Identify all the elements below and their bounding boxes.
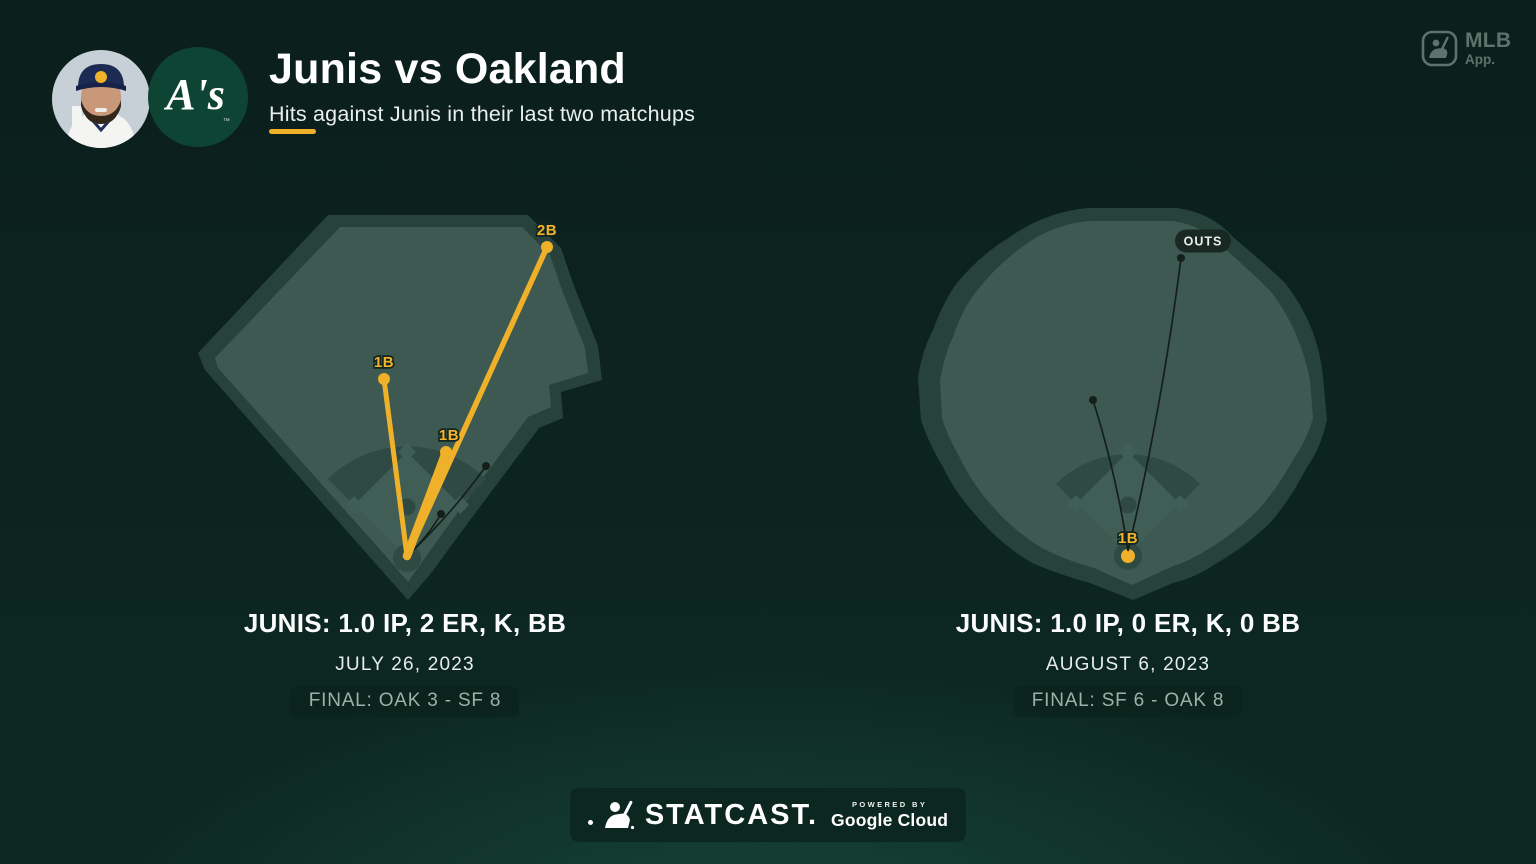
stadium-outline <box>918 208 1327 600</box>
google-cloud-label: Google Cloud <box>831 809 949 830</box>
pitcher-stat-line: JUNIS: 1.0 IP, 0 ER, K, 0 BB <box>955 608 1301 638</box>
powered-by-label: POWERED BY <box>851 799 928 809</box>
spray-chart-right: 1B OUTS <box>918 208 1327 600</box>
pitcher-headshot <box>52 50 150 148</box>
page-subtitle: Hits against Junis in their last two mat… <box>269 102 696 126</box>
out-marker <box>437 510 445 518</box>
outs-pill-label: OUTS <box>1184 235 1223 249</box>
cap-logo <box>95 71 107 83</box>
hit-line <box>402 447 451 561</box>
trademark-symbol: ™ <box>222 118 230 125</box>
hit-marker <box>541 241 553 253</box>
spray-chart-left: 2B 1B 1B <box>198 215 602 600</box>
page-title: Junis vs Oakland <box>269 45 626 93</box>
out-line <box>1127 257 1182 552</box>
mlb-app-label-mlb: MLB <box>1465 29 1512 53</box>
hit-marker <box>378 373 390 385</box>
statcast-batter-icon <box>604 800 634 830</box>
caption-right: JUNIS: 1.0 IP, 0 ER, K, 0 BB AUGUST 6, 2… <box>893 608 1363 717</box>
statcast-bar: STATCAST. POWERED BY Google Cloud <box>570 788 966 842</box>
mlb-app-badge: MLB App. <box>1421 30 1511 67</box>
hit-label: 1B <box>374 354 394 371</box>
out-marker <box>1089 396 1097 404</box>
infield <box>1056 443 1200 570</box>
caption-left: JUNIS: 1.0 IP, 2 ER, K, BB JULY 26, 2023… <box>170 608 640 717</box>
final-score-pill: FINAL: SF 6 - OAK 8 <box>1013 686 1243 717</box>
out-marker <box>1177 254 1185 262</box>
hit-label: 1B <box>1118 530 1138 547</box>
final-score-pill: FINAL: OAK 3 - SF 8 <box>290 686 520 717</box>
out-marker <box>482 462 490 470</box>
out-line <box>1092 399 1129 552</box>
game-date: AUGUST 6, 2023 <box>1045 654 1211 675</box>
athletics-logo-text: A's <box>166 70 225 119</box>
mlb-logo-icon <box>1421 30 1458 67</box>
statcast-wordmark: STATCAST. <box>644 798 819 831</box>
mlb-app-label-app: App. <box>1465 52 1495 68</box>
hit-marker <box>1121 549 1135 563</box>
hit-marker <box>440 446 452 458</box>
subtitle-underline <box>269 129 316 134</box>
stadium-outline <box>198 215 602 600</box>
statcast-dot-icon <box>587 819 593 825</box>
hit-line <box>381 376 410 559</box>
hit-label: 1B <box>439 427 459 444</box>
game-date: JULY 26, 2023 <box>335 654 475 675</box>
hit-label: 2B <box>537 222 557 239</box>
plot-layer: 1B OUTS <box>1089 229 1231 563</box>
athletics-logo: A's ™ <box>148 47 248 147</box>
outs-pill <box>1175 229 1231 253</box>
pitcher-stat-line: JUNIS: 1.0 IP, 2 ER, K, BB <box>243 608 567 638</box>
plot-layer: 2B 1B 1B <box>372 220 558 561</box>
